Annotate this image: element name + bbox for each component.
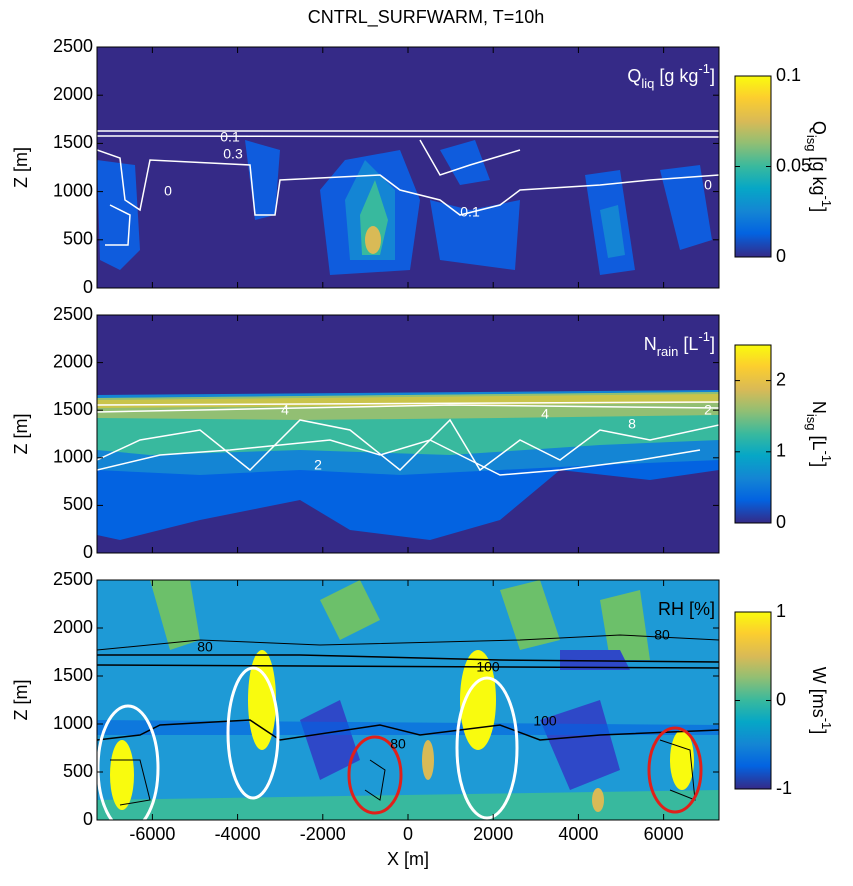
y-tick-label: 2000 [53,84,93,104]
y-tick-label: 2000 [53,351,93,371]
y-tick-label: 500 [63,229,93,249]
contour-label: 2 [314,457,322,473]
colorbar-tick-label: 0 [776,512,786,532]
x-tick-label: 0 [403,824,413,844]
colorbar [734,75,772,258]
field-1 [97,47,719,288]
label-part: Q [627,66,641,86]
contour-label: 80 [654,627,670,643]
contour-label: 8 [628,416,636,432]
y-tick-label: 0 [83,277,93,297]
field-3 [97,580,719,820]
y-tick-label: 1500 [53,399,93,419]
label-part: [g kg [654,66,698,86]
label-part: -1 [819,196,834,208]
label-part: -1 [819,451,834,463]
label-part: rain [657,344,679,359]
x-axis-label: X [m] [387,849,429,869]
y-tick-label: 0 [83,809,93,829]
label-part: N [809,401,829,414]
y-tick-label: 2000 [53,617,93,637]
y-tick-label: 500 [63,494,93,514]
label-part: -1 [698,61,710,76]
label-part: -1 [819,718,834,730]
contour-label: 0 [164,183,172,199]
x-tick-label: 6000 [644,824,684,844]
contour-label: 4 [281,402,289,418]
x-tick-label: 2000 [473,824,513,844]
colorbar [734,344,772,524]
colorbar-label: Nisg [L-1] [804,401,834,467]
label-part: ] [710,66,715,86]
contour-label: 0 [704,177,712,193]
colorbar-tick-label: -1 [776,778,792,798]
contour-label: 4 [541,406,549,422]
label-part: [L [809,431,829,451]
colorbar-label: Qisg [g kg-1] [804,121,834,212]
y-tick-label: 1000 [53,447,93,467]
label-part: Q [809,121,829,135]
label-part: [g kg [809,152,829,196]
label-part: isg [804,135,819,152]
contour-label: 0.1 [460,204,480,220]
y-tick-label: 2500 [53,569,93,589]
colorbar-tick-label: 0 [776,689,786,709]
contour-label: 80 [390,736,406,752]
contour-label: 100 [476,659,500,675]
y-axis-label: Z [m] [11,147,31,188]
colorbar-label: W [ms-1] [809,667,834,735]
y-tick-label: 500 [63,761,93,781]
label-part: ] [809,207,829,212]
y-tick-label: 2500 [53,36,93,56]
contour-label: 0.1 [220,129,240,145]
x-tick-label: 4000 [558,824,598,844]
colorbar-tick-label: 2 [776,369,786,389]
contour-label: 0.3 [223,146,243,162]
label-part: RH [%] [658,599,715,619]
x-tick-label: -2000 [300,824,346,844]
colorbar-tick-label: 0.1 [776,65,801,85]
label-part: -1 [698,329,710,344]
label-part: [L [678,334,698,354]
contour-label: 2 [704,402,712,418]
y-tick-label: 1500 [53,132,93,152]
contour-label: 80 [197,639,213,655]
label-part: isg [804,414,819,431]
y-tick-label: 2500 [53,304,93,324]
colorbar-tick-label: 1 [776,441,786,461]
field-2 [97,315,719,553]
panel-label: RH [%] [658,599,715,619]
label-part: N [644,334,657,354]
label-part: ] [809,729,829,734]
colorbar-tick-label: 0.05 [776,155,811,175]
label-part: W [ms [809,667,829,718]
panel-label: Nrain [L-1] [644,329,715,359]
label-part: ] [710,334,715,354]
y-axis-label: Z [m] [11,680,31,721]
x-tick-label: -4000 [215,824,261,844]
label-part: liq [641,76,654,91]
colorbar [734,611,772,790]
y-tick-label: 1500 [53,665,93,685]
colorbar-tick-label: 0 [776,246,786,266]
contour-label: 100 [533,713,557,729]
y-axis-label: Z [m] [11,414,31,455]
y-tick-label: 1000 [53,180,93,200]
y-tick-label: 1000 [53,713,93,733]
label-part: ] [809,462,829,467]
figure-title: CNTRL_SURFWARM, T=10h [308,7,545,28]
panel-label: Qliq [g kg-1] [627,61,715,91]
colorbar-tick-label: 1 [776,601,786,621]
x-tick-label: -6000 [129,824,175,844]
y-tick-label: 0 [83,542,93,562]
